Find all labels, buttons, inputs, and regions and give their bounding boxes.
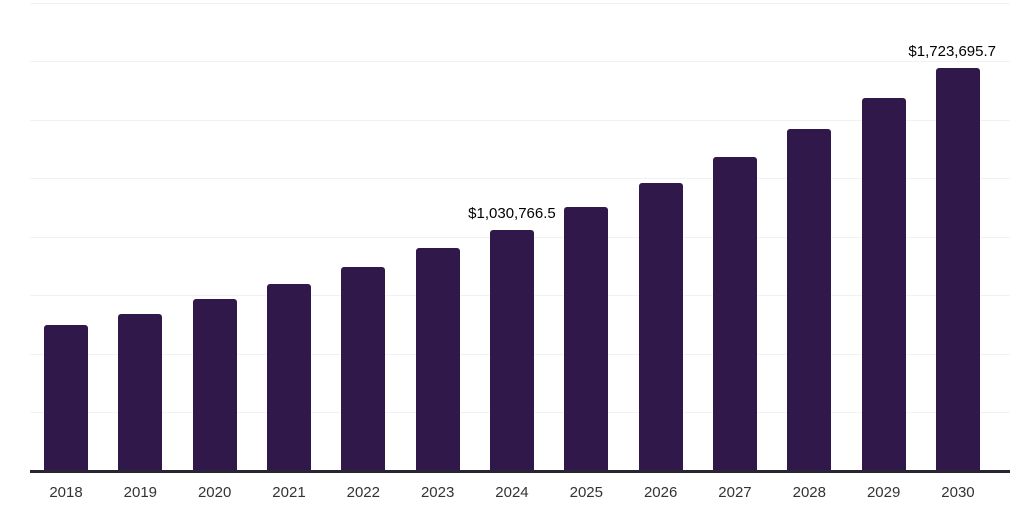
bar-2026[interactable] <box>638 182 683 471</box>
bar-2019[interactable] <box>118 314 163 471</box>
bar-2027[interactable] <box>712 156 757 471</box>
x-tick-label-2027: 2027 <box>718 484 752 501</box>
x-tick-label-2024: 2024 <box>495 484 529 501</box>
x-tick-label-2030: 2030 <box>941 484 975 501</box>
gridline <box>30 119 1010 121</box>
bar-2030[interactable] <box>935 67 980 471</box>
x-axis-line <box>30 470 1010 473</box>
bar-2023[interactable] <box>415 247 460 471</box>
bar-2025[interactable] <box>564 206 609 471</box>
x-tick-label-2023: 2023 <box>420 484 455 501</box>
x-tick-label-2022: 2022 <box>346 484 380 501</box>
gridline <box>30 3 1010 4</box>
bar-2021[interactable] <box>266 283 311 471</box>
bar-2020[interactable] <box>192 298 237 471</box>
x-tick-label-2025: 2025 <box>569 484 603 501</box>
x-tick-label-2020: 2020 <box>197 484 232 501</box>
x-tick-label-2018: 2018 <box>49 484 83 501</box>
bar-2028[interactable] <box>787 128 832 471</box>
x-tick-label-2029: 2029 <box>866 484 901 501</box>
bar-2022[interactable] <box>341 266 386 471</box>
x-tick-label-2021: 2021 <box>272 484 306 501</box>
gridline <box>30 178 1010 180</box>
bar-2024[interactable] <box>489 229 534 471</box>
x-tick-label-2019: 2019 <box>123 484 158 501</box>
bar-2029[interactable] <box>861 98 906 471</box>
gridline <box>30 61 1010 63</box>
data-label-2024: $1,030,766.5 <box>468 204 556 222</box>
x-tick-label-2028: 2028 <box>792 484 826 501</box>
bar-2018[interactable] <box>44 325 88 471</box>
x-tick-label-2026: 2026 <box>643 484 678 501</box>
data-label-2030: $1,723,695.7 <box>908 42 996 60</box>
